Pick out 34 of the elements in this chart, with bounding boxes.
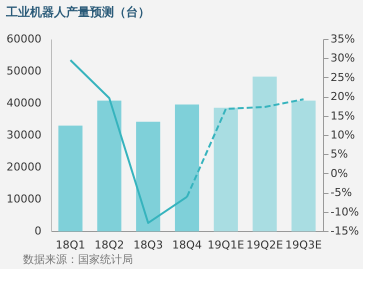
y2-tick-label: 10% bbox=[330, 128, 355, 142]
y-tick-label: 40000 bbox=[6, 96, 42, 110]
y2-tick-label: 5% bbox=[330, 148, 348, 161]
bar bbox=[58, 126, 82, 232]
y2-tick-label: 35% bbox=[330, 32, 355, 46]
x-tick-label: 19Q1E bbox=[208, 238, 244, 252]
x-tick-label: 18Q1 bbox=[56, 238, 86, 252]
bar bbox=[174, 104, 200, 232]
y2-tick-label: 20% bbox=[330, 90, 355, 104]
y-tick-label: 20000 bbox=[6, 160, 42, 174]
y2-tick-label: 25% bbox=[330, 70, 355, 84]
bar bbox=[136, 122, 160, 232]
y2-tick-label: 30% bbox=[330, 52, 355, 65]
bar bbox=[97, 100, 122, 232]
chart-title: 工业机器人产量预测（台） bbox=[5, 5, 150, 19]
y2-tick-label: 0% bbox=[330, 166, 348, 180]
y-tick-label: 0 bbox=[34, 224, 42, 238]
bar bbox=[292, 100, 316, 232]
y-tick-label: 50000 bbox=[6, 64, 42, 78]
y2-tick-label: 15% bbox=[330, 109, 355, 122]
y2-tick-label: -5% bbox=[330, 186, 352, 200]
y-tick-label: 10000 bbox=[6, 192, 42, 206]
x-tick-label: 18Q4 bbox=[172, 238, 202, 252]
x-tick-label: 18Q3 bbox=[133, 238, 163, 252]
x-tick-label: 19Q3E bbox=[285, 238, 322, 252]
source-note: 数据来源：国家统计局 bbox=[23, 253, 133, 266]
x-tick-label: 18Q2 bbox=[94, 238, 124, 252]
y-tick-label: 30000 bbox=[6, 128, 42, 142]
x-tick-label: 19Q2E bbox=[246, 238, 284, 252]
bar bbox=[214, 108, 238, 232]
y2-tick-label: -15% bbox=[330, 224, 359, 238]
y2-tick-label: -10% bbox=[330, 205, 359, 218]
bar bbox=[252, 76, 277, 232]
y-tick-label: 60000 bbox=[6, 32, 42, 46]
